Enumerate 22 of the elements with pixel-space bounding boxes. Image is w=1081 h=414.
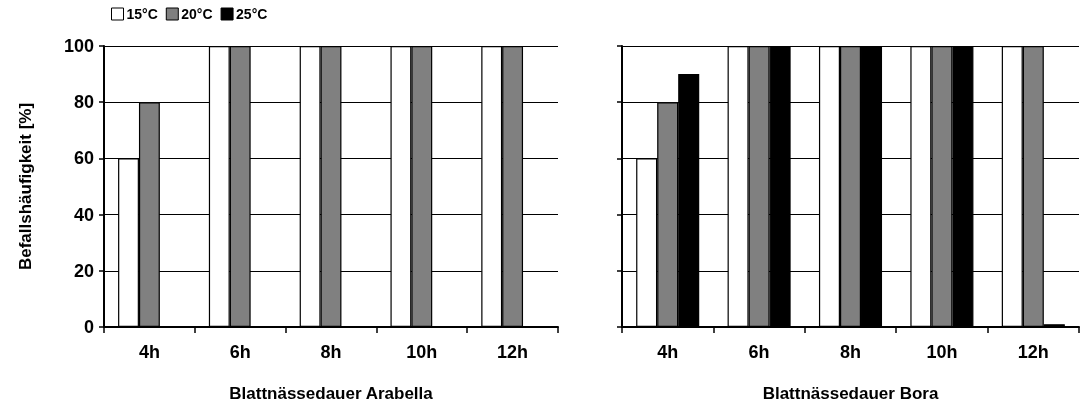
y-tick-label: 60 <box>73 148 94 169</box>
x-tick-label: 8h <box>839 342 862 362</box>
x-axis-title: Blattnässedauer Bora <box>762 384 939 403</box>
x-tick-label: 6h <box>748 342 770 362</box>
x-axis-title: Blattnässedauer Arabella <box>229 384 434 403</box>
x-tick-label: 6h <box>229 342 251 362</box>
x-tick-label: 10h <box>926 342 958 362</box>
x-tick-label: 12h <box>497 342 529 362</box>
y-tick-label: 40 <box>73 204 94 225</box>
x-tick-label: 10h <box>406 342 438 362</box>
y-tick-label: 100 <box>63 36 94 56</box>
x-tick-label: 8h <box>320 342 342 362</box>
legend-label: 15°C <box>126 6 158 22</box>
x-tick-label: 12h <box>1017 342 1049 362</box>
legend-label: 20°C <box>181 6 213 22</box>
x-tick-label: 4h <box>138 342 160 362</box>
y-axis-title: Befallshäufigkeit [%] <box>16 102 35 271</box>
y-tick-label: 0 <box>83 317 94 337</box>
x-tick-label: 4h <box>657 342 679 362</box>
y-tick-label: 20 <box>73 260 94 281</box>
y-tick-label: 80 <box>73 92 94 113</box>
legend-label: 25°C <box>236 6 268 22</box>
